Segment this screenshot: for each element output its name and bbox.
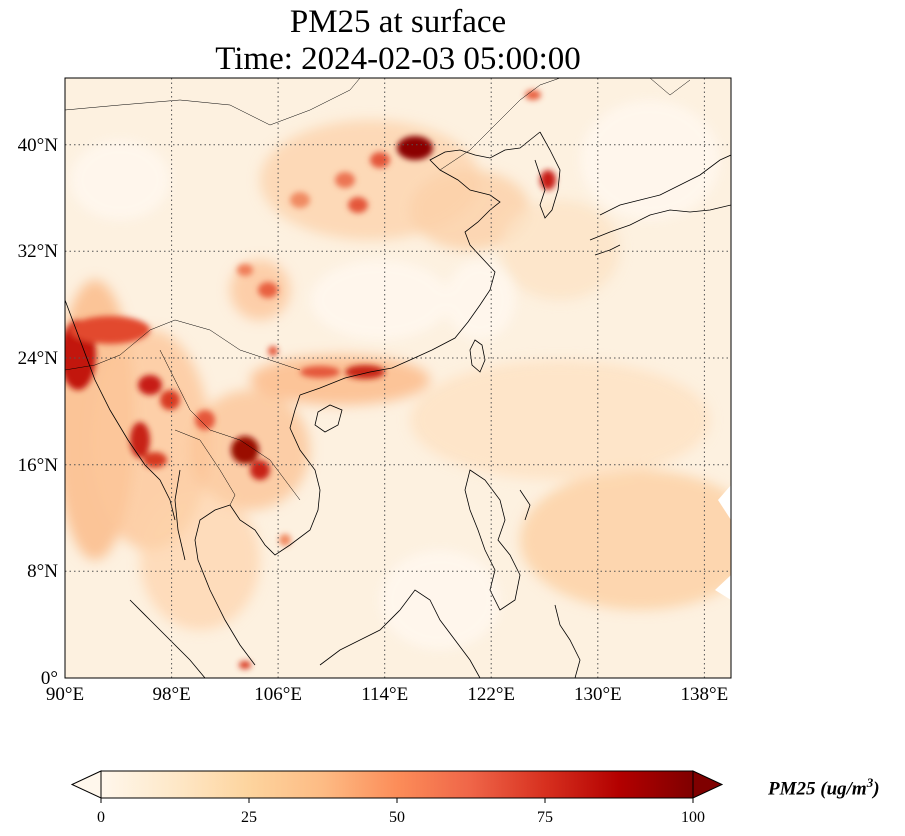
colorbar: 0 25 50 75 100 (70, 770, 724, 826)
colorbar-tick-label: 50 (389, 809, 405, 826)
lat-tick-label: 8°N (27, 561, 58, 582)
lon-tick-label: 90°E (46, 684, 84, 705)
colorbar-label-text: PM25 (ug/m (768, 778, 867, 800)
colorbar-gradient (101, 771, 693, 798)
colorbar-tick-label: 100 (681, 809, 705, 826)
colorbar-extend-max (692, 770, 724, 799)
colorbar-tick-label: 0 (97, 809, 105, 826)
colorbar-label: PM25 (ug/m3) (768, 775, 880, 800)
lat-tick-label: 40°N (18, 135, 59, 156)
lon-tick-label: 98°E (152, 684, 190, 705)
colorbar-label-close: ) (873, 778, 880, 800)
colorbar-label-superscript: 3 (866, 775, 874, 790)
lon-tick-label: 130°E (574, 684, 622, 705)
map-subtitle-time: Time: 2024-02-03 05:00:00 (215, 41, 581, 77)
lon-tick-label: 122°E (467, 684, 515, 705)
colorbar-extend-min (70, 770, 102, 799)
colorbar-tick-label: 75 (537, 809, 553, 826)
map-title: PM25 at surface (289, 4, 507, 40)
lon-tick-label: 114°E (361, 684, 408, 705)
lat-tick-label: 32°N (18, 241, 59, 262)
coastlines (65, 78, 731, 678)
lat-tick-label: 24°N (18, 348, 59, 369)
lon-ticks: 90°E 98°E 106°E 114°E 122°E 130°E 138°E (46, 684, 728, 705)
pm25-field (65, 78, 731, 678)
lat-ticks: 0° 8°N 16°N 24°N 32°N 40°N (18, 135, 59, 689)
colorbar-tick-label: 25 (241, 809, 257, 826)
lon-tick-label: 138°E (681, 684, 729, 705)
lat-tick-label: 0° (41, 668, 58, 689)
lat-tick-label: 16°N (18, 455, 59, 476)
lon-tick-label: 106°E (254, 684, 302, 705)
map-border (64, 77, 732, 679)
